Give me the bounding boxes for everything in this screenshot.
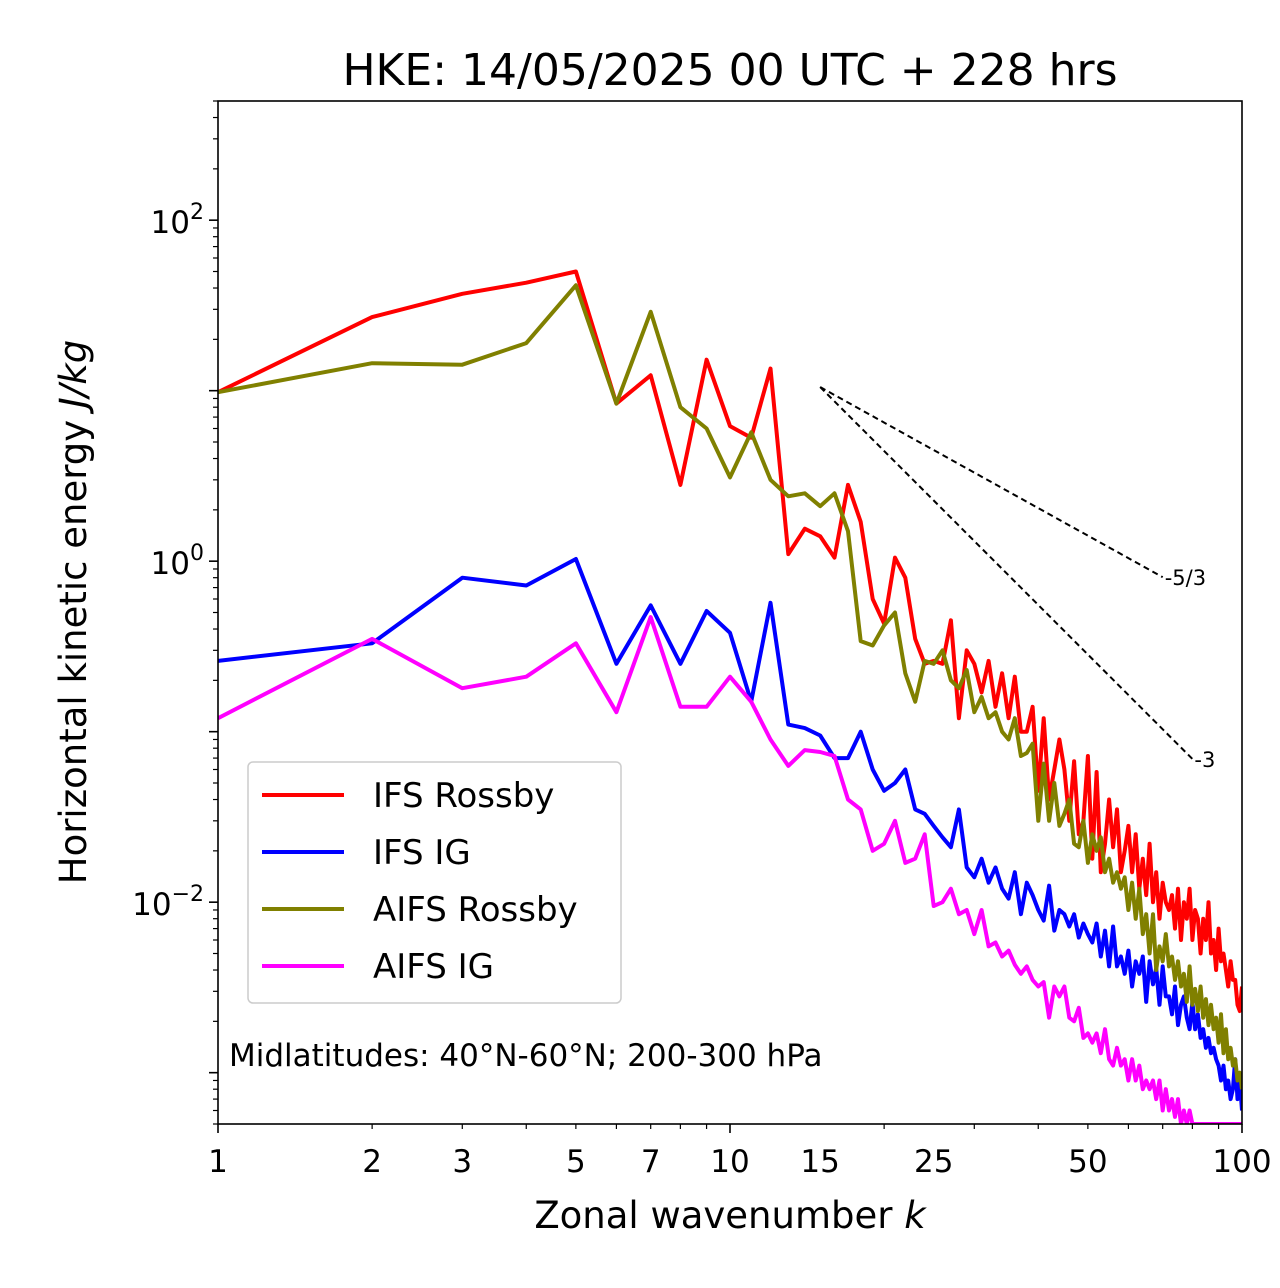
- legend-label: AIFS IG: [373, 947, 494, 987]
- series-line-aifs-rossby: [218, 283, 1242, 1090]
- region-annotation: Midlatitudes: 40°N-60°N; 200-300 hPa: [229, 1038, 823, 1074]
- series-line-ifs-rossby: [218, 269, 1242, 1013]
- series-line-ifs-ig: [218, 557, 1242, 1111]
- reference-slope-line: [819, 386, 1164, 579]
- x-tick-label: 15: [800, 1144, 839, 1180]
- x-tick-label: 50: [1068, 1144, 1107, 1180]
- x-tick-label: 100: [1212, 1144, 1271, 1180]
- series-layer: [218, 269, 1242, 1124]
- x-tick-label: 2: [362, 1144, 382, 1180]
- x-tick-label: 10: [710, 1144, 749, 1180]
- reference-slope-label: -3: [1194, 748, 1215, 772]
- legend: IFS Rossby IFS IG AIFS Rossby AIFS IG: [247, 761, 622, 1004]
- legend-label: IFS Rossby: [373, 776, 554, 816]
- x-tick-label: 5: [566, 1144, 586, 1180]
- reference-slope-layer: -5/3 -3: [819, 386, 1215, 772]
- y-axis-label: Horizontal kinetic energy J/kg: [52, 340, 95, 884]
- chart-title: HKE: 14/05/2025 00 UTC + 228 hrs: [342, 45, 1117, 96]
- y-tick-label: 102: [151, 200, 204, 241]
- x-axis-label: Zonal wavenumber k: [534, 1194, 927, 1237]
- reference-slope-line: [819, 386, 1194, 760]
- y-tick-label: 10−2: [132, 882, 204, 923]
- x-tick-label: 3: [452, 1144, 472, 1180]
- legend-box: [247, 761, 622, 1004]
- y-tick-label: 100: [151, 541, 204, 582]
- x-tick-label: 1: [208, 1144, 228, 1180]
- reference-slope-label: -5/3: [1165, 566, 1206, 590]
- legend-label: IFS IG: [373, 833, 471, 873]
- series-line-aifs-ig: [218, 615, 1242, 1124]
- legend-label: AIFS Rossby: [373, 890, 578, 930]
- y-axis: 102 100 10−2: [132, 100, 218, 1125]
- x-tick-label: 25: [914, 1144, 953, 1180]
- x-tick-label: 7: [641, 1144, 661, 1180]
- legend-entries: IFS Rossby IFS IG AIFS Rossby AIFS IG: [262, 776, 578, 987]
- x-axis: 1 2 3 5 7 10 15 25 50 100: [208, 1124, 1272, 1180]
